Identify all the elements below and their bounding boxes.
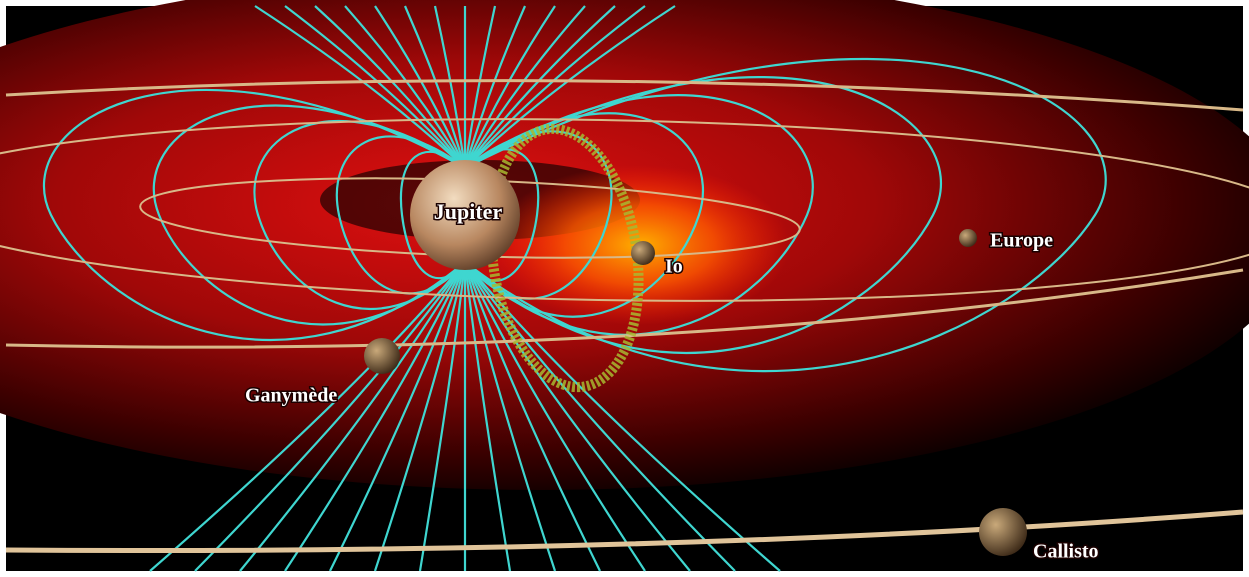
field-line	[373, 261, 467, 572]
callisto-orbit	[5, 509, 1244, 554]
field-line	[464, 5, 676, 169]
field-lines	[42, 5, 1107, 572]
callisto-label: Callisto	[1033, 541, 1099, 563]
europa-label: Europe	[990, 230, 1053, 252]
field-line	[399, 150, 466, 280]
field-line	[464, 5, 646, 169]
field-line	[464, 94, 814, 336]
callisto	[979, 508, 1027, 556]
jupiter	[410, 160, 520, 270]
field-line	[464, 5, 616, 169]
field-line	[403, 5, 467, 169]
field-line	[463, 261, 557, 572]
field-line	[314, 5, 466, 169]
orbits	[0, 79, 1249, 554]
field-line	[418, 261, 467, 572]
field-line	[284, 5, 466, 169]
io	[631, 241, 655, 265]
field-line	[149, 261, 466, 572]
field-line	[464, 112, 705, 318]
ganymede-label: Ganymède	[245, 385, 337, 407]
field-line	[463, 261, 601, 572]
field-line	[463, 5, 527, 169]
field-line	[254, 5, 466, 169]
field-line	[42, 89, 466, 341]
io-label: Io	[665, 256, 683, 278]
field-line	[464, 76, 943, 354]
field-line	[463, 5, 497, 169]
field-line	[464, 261, 646, 572]
field-line	[464, 261, 781, 572]
field-line	[374, 5, 467, 169]
europa-orbit	[0, 118, 1249, 302]
ganymede-orbit	[5, 268, 1244, 349]
jupiter-label: Jupiter	[434, 199, 503, 224]
field-line	[464, 5, 586, 169]
field-line	[464, 261, 691, 572]
field-line	[152, 104, 466, 326]
field-line	[464, 58, 1107, 373]
field-line	[344, 5, 466, 169]
ganymede-orbit-back	[5, 79, 1244, 112]
europa	[959, 229, 977, 247]
field-line	[463, 261, 512, 572]
field-line	[433, 5, 467, 169]
ganymede	[364, 338, 400, 374]
field-line	[463, 5, 556, 169]
field-line	[464, 261, 736, 572]
